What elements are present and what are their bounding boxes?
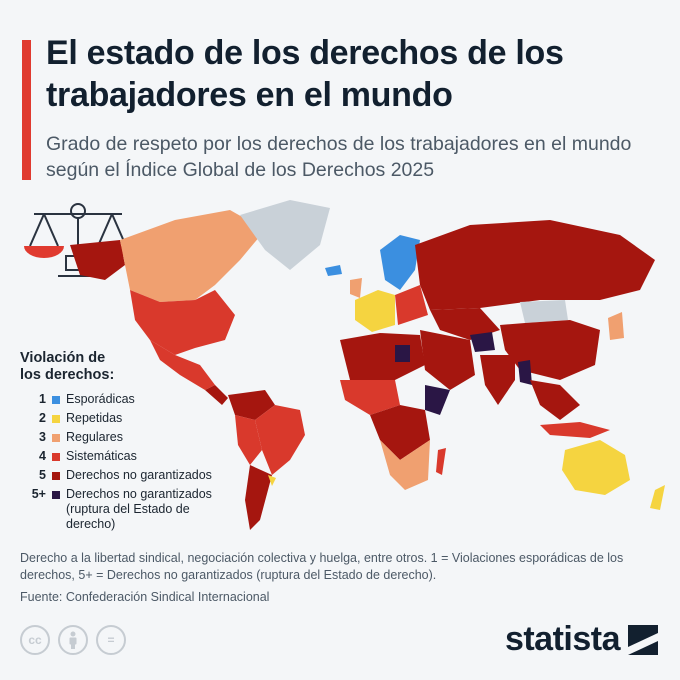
region-libya bbox=[395, 345, 410, 362]
legend-swatch bbox=[52, 472, 60, 480]
region-india bbox=[480, 355, 515, 405]
attribution-icon[interactable] bbox=[58, 625, 88, 655]
world-map bbox=[24, 200, 665, 530]
region-scandinavia bbox=[380, 235, 420, 290]
legend-label: Derechos no garantizados (ruptura del Es… bbox=[66, 487, 212, 531]
region-middle-east bbox=[420, 330, 475, 390]
region-central-asia bbox=[430, 308, 500, 340]
legend-item: 5+ Derechos no garantizados (ruptura del… bbox=[20, 487, 300, 532]
legend-swatch bbox=[52, 396, 60, 404]
region-madagascar bbox=[436, 448, 446, 475]
legend-code: 2 bbox=[39, 411, 46, 425]
region-colombia-venezuela bbox=[228, 390, 275, 420]
legend-code: 5 bbox=[39, 468, 46, 482]
region-central-africa bbox=[370, 405, 430, 460]
legend-label: Derechos no garantizados bbox=[66, 468, 212, 482]
page-subtitle: Grado de respeto por los derechos de los… bbox=[46, 133, 632, 181]
region-argentina bbox=[245, 465, 272, 530]
legend-label: Regulares bbox=[66, 430, 123, 444]
legend-label: Esporádicas bbox=[66, 392, 135, 406]
region-new-zealand bbox=[650, 485, 665, 510]
legend-swatch bbox=[52, 434, 60, 442]
legend-item: 3 Regulares bbox=[20, 430, 300, 445]
legend-item: 1 Esporádicas bbox=[20, 392, 300, 407]
region-australia bbox=[562, 440, 630, 495]
title-accent-bar bbox=[22, 40, 31, 180]
region-east-africa bbox=[425, 385, 450, 415]
statista-mark-icon bbox=[628, 624, 658, 655]
region-southeast-asia bbox=[530, 380, 580, 420]
legend-swatch bbox=[52, 491, 60, 499]
region-russia bbox=[415, 220, 655, 310]
legend-item: 4 Sistemáticas bbox=[20, 449, 300, 464]
region-usa bbox=[130, 290, 235, 355]
region-brazil bbox=[255, 405, 305, 475]
region-myanmar bbox=[518, 360, 532, 385]
legend: Violación de los derechos: 1 Esporádicas… bbox=[20, 350, 300, 536]
legend-title: Violación de los derechos: bbox=[20, 350, 115, 383]
region-alaska bbox=[70, 240, 125, 280]
region-western-europe bbox=[355, 290, 395, 332]
brand-name: statista bbox=[504, 620, 621, 658]
region-mexico bbox=[150, 340, 215, 390]
no-derivatives-icon[interactable]: = bbox=[96, 625, 126, 655]
license-icons: cc = bbox=[20, 625, 126, 655]
region-korea-japan bbox=[608, 312, 624, 340]
legend-code: 4 bbox=[39, 449, 46, 463]
region-uruguay bbox=[268, 475, 276, 486]
region-indonesia bbox=[540, 422, 610, 438]
legend-code: 1 bbox=[39, 392, 46, 406]
region-peru-bolivia bbox=[235, 415, 262, 465]
region-mongolia bbox=[520, 300, 568, 323]
brand-logo[interactable]: statista bbox=[505, 620, 658, 659]
region-uk bbox=[350, 278, 362, 298]
region-afghanistan bbox=[470, 332, 495, 352]
footnote: Derecho a la libertad sindical, negociac… bbox=[20, 551, 624, 582]
legend-code: 3 bbox=[39, 430, 46, 444]
cc-icon[interactable]: cc bbox=[20, 625, 50, 655]
page-title: El estado de los derechos de los trabaja… bbox=[46, 34, 564, 114]
region-iceland bbox=[325, 265, 342, 276]
legend-swatch bbox=[52, 453, 60, 461]
region-southern-africa bbox=[380, 440, 430, 490]
legend-item: 5 Derechos no garantizados bbox=[20, 468, 300, 483]
region-eastern-europe bbox=[395, 285, 428, 325]
legend-swatch bbox=[52, 415, 60, 423]
source-line: Fuente: Confederación Sindical Internaci… bbox=[20, 590, 270, 604]
region-north-africa bbox=[340, 333, 425, 380]
legend-item: 2 Repetidas bbox=[20, 411, 300, 426]
region-west-africa bbox=[340, 380, 400, 415]
region-greenland bbox=[240, 200, 330, 270]
region-central-america bbox=[205, 385, 228, 405]
region-canada bbox=[120, 210, 265, 302]
legend-code: 5+ bbox=[31, 487, 46, 501]
legend-label: Sistemáticas bbox=[66, 449, 137, 463]
legend-label: Repetidas bbox=[66, 411, 123, 425]
